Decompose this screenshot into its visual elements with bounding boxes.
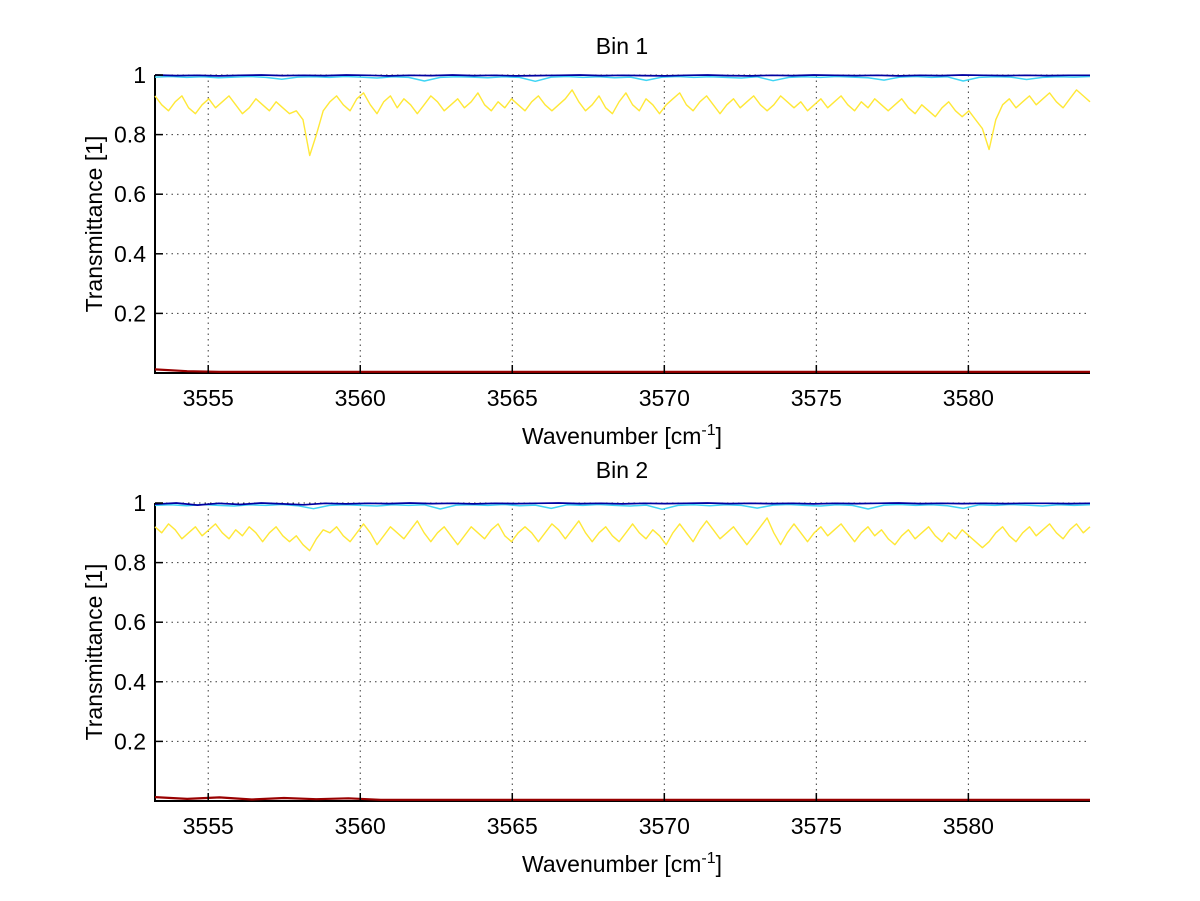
dark-red-line bbox=[154, 796, 1090, 801]
subplot-2-xlabel: Wavenumber [cm-1] bbox=[422, 850, 822, 881]
x-tick-label: 3565 bbox=[487, 813, 538, 839]
x-tick-label: 3555 bbox=[183, 813, 234, 839]
yellow-line bbox=[154, 517, 1091, 552]
subplot-1-xlabel: Wavenumber [cm-1] bbox=[422, 422, 822, 453]
y-tick-label: 0.6 bbox=[114, 181, 146, 207]
subplot-2-ylabel: Transmittance [1] bbox=[81, 563, 107, 741]
subplot-1-ylabel: Transmittance [1] bbox=[81, 135, 107, 313]
x-tick-label: 3580 bbox=[943, 385, 994, 411]
y-tick-label: 0.6 bbox=[114, 609, 146, 635]
x-tick-label: 3580 bbox=[943, 813, 994, 839]
dark-red-line bbox=[154, 368, 1090, 373]
subplot-1-title: Bin 1 bbox=[595, 33, 649, 59]
subplot-2-xlabel-superscript: -1 bbox=[701, 850, 716, 867]
y-tick-label: 1 bbox=[133, 62, 146, 88]
y-tick-label: 0.4 bbox=[114, 669, 146, 695]
subplot-1-xlabel-close: ] bbox=[715, 423, 722, 449]
y-tick-label: 0.8 bbox=[114, 122, 146, 148]
y-tick-label: 0.2 bbox=[114, 728, 146, 754]
y-tick-label: 0.2 bbox=[114, 300, 146, 326]
y-tick-label: 0.4 bbox=[114, 241, 146, 267]
subplot-1-xlabel-text: Wavenumber [cm bbox=[522, 423, 702, 449]
x-tick-label: 3570 bbox=[639, 385, 690, 411]
dark-blue-line bbox=[154, 502, 1091, 506]
y-tick-label: 0.8 bbox=[114, 550, 146, 576]
yellow-line bbox=[154, 89, 1091, 157]
subplot-2-xlabel-text: Wavenumber [cm bbox=[522, 851, 702, 877]
dark-blue-line bbox=[154, 74, 1090, 77]
cyan-line bbox=[154, 503, 1091, 511]
subplot-1-xlabel-superscript: -1 bbox=[701, 422, 716, 439]
x-tick-label: 3560 bbox=[335, 385, 386, 411]
x-tick-label: 3555 bbox=[183, 385, 234, 411]
x-tick-label: 3575 bbox=[791, 385, 842, 411]
subplot-2-xlabel-close: ] bbox=[715, 851, 722, 877]
cyan-line bbox=[154, 75, 1091, 83]
x-tick-label: 3575 bbox=[791, 813, 842, 839]
subplot-2-title: Bin 2 bbox=[595, 457, 649, 483]
y-tick-label: 1 bbox=[133, 490, 146, 516]
x-tick-label: 3565 bbox=[487, 385, 538, 411]
x-tick-label: 3560 bbox=[335, 813, 386, 839]
x-tick-label: 3570 bbox=[639, 813, 690, 839]
